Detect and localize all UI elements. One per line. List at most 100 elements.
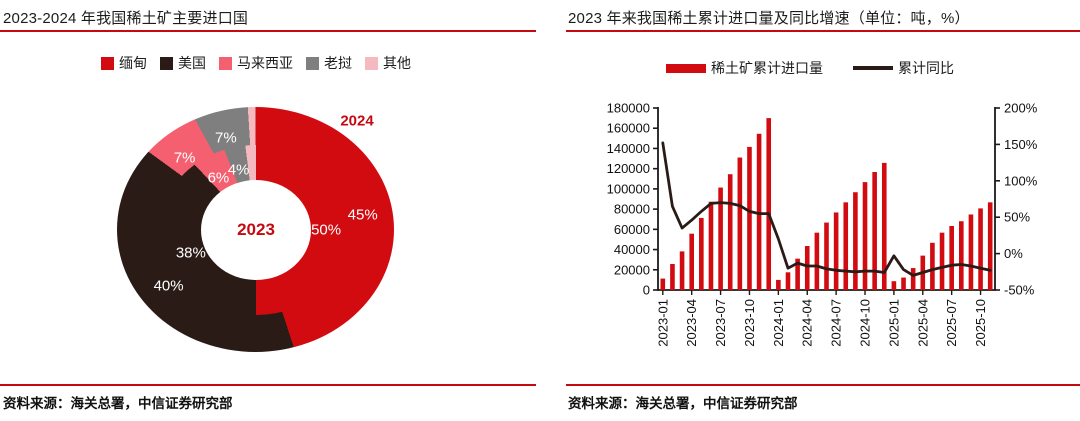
right-axis-tick-label: 0% [1004,246,1023,261]
import-bar [727,174,733,290]
import-bar [814,232,820,290]
import-bar [959,221,964,290]
left-axis-tick-label: 160000 [607,121,650,136]
legend-label: 马来西亚 [237,55,293,71]
slice-value-label: 40% [153,277,184,295]
outer-ring-year-label: 2024 [340,112,374,130]
x-axis-tick-label: 2024-04 [800,299,815,347]
import-bar [853,192,858,290]
right-chart-panel: 2023 年来我国稀土累计进口量及同比增速（单位：吨，%） 稀土矿累计进口量 累计… [540,0,1080,421]
import-bar [978,208,983,290]
import-bar [901,277,906,290]
slice-value-label: 7% [215,129,237,147]
import-bar [804,246,810,290]
import-bar [747,146,752,290]
import-bar [785,272,791,290]
legend-line-swatch [853,66,893,70]
import-bar [689,233,694,290]
x-axis-tick-label: 2025-07 [944,299,959,347]
legend-square-swatch [160,56,173,70]
import-bar [881,162,887,290]
import-bar [891,281,897,290]
legend-item: 美国 [160,53,206,73]
right-axis-tick-label: 150% [1004,137,1038,152]
left-axis-tick-label: 120000 [607,161,650,176]
legend-square-swatch [365,56,378,70]
slice-value-label: 45% [347,206,378,224]
legend-item: 缅甸 [101,53,147,73]
import-bar [968,214,974,290]
title-rule [0,30,536,32]
x-axis-tick-label: 2025-01 [886,299,901,347]
donut-hole: 2023 [201,180,311,280]
legend-item: 累计同比 [853,58,954,78]
x-axis-tick-label: 2023-10 [742,299,757,347]
import-bar [699,217,704,290]
x-axis-tick-label: 2024-10 [858,299,873,347]
title-rule [566,30,1080,32]
import-bar [843,202,849,290]
x-axis-tick-label: 2024-01 [771,299,786,347]
left-axis-tick-label: 40000 [614,242,650,257]
legend-square-swatch [219,56,232,70]
import-bar [776,279,781,290]
x-axis-tick-label: 2023-04 [684,299,699,347]
import-bar [910,268,916,290]
right-axis-tick-label: 50% [1004,210,1030,225]
legend-label: 其他 [383,55,411,71]
legend-label: 老挝 [324,55,352,71]
left-chart-title: 2023-2024 年我国稀土矿主要进口国 [3,10,249,27]
import-bar [708,201,714,290]
left-axis-tick-label: 20000 [614,262,650,277]
legend-label: 美国 [178,55,206,71]
right-chart-title: 2023 年来我国稀土累计进口量及同比增速（单位：吨，%） [568,10,970,27]
inner-ring-year-label: 2023 [237,220,275,239]
yoy-growth-line [661,141,992,277]
legend-item: 其他 [365,53,411,73]
x-axis-tick-label: 2025-10 [973,299,988,347]
left-axis-tick-label: 180000 [607,101,650,116]
legend-square-swatch [101,56,114,70]
x-axis-tick-label: 2023-07 [713,299,728,347]
slice-value-label: 6% [207,169,230,187]
import-bar [679,251,685,290]
source-rule [0,384,536,386]
left-axis-tick-label: 0 [643,283,650,298]
legend-label: 累计同比 [898,60,954,76]
donut-chart: 2023 2024 50% 38% 6% 4% 45% 40% 7% 7% [117,107,394,352]
legend-item: 老挝 [306,53,352,73]
legend-square-swatch [306,56,319,70]
slice-value-label: 38% [175,244,206,262]
x-axis-tick-label: 2024-07 [829,299,844,347]
right-axis-tick-label: 200% [1004,101,1038,116]
left-chart-panel: 2023-2024 年我国稀土矿主要进口国 缅甸 美国 马来西亚 老挝 其他 2023 … [0,10,536,411]
donut-legend: 缅甸 美国 马来西亚 老挝 其他 [0,53,512,73]
x-axis-tick-label: 2025-04 [915,299,930,347]
import-bar [660,278,666,290]
source-note: 资料来源：海关总署，中信证券研究部 [3,396,233,411]
left-axis-tick-label: 80000 [614,202,650,217]
import-bar [872,172,877,290]
import-bar [824,222,829,290]
source-note: 资料来源：海关总署，中信证券研究部 [568,396,798,411]
combo-legend: 稀土矿累计进口量 累计同比 [540,58,1080,78]
left-axis-tick-label: 140000 [607,141,650,156]
right-axis-tick-label: 100% [1004,173,1038,188]
import-bar [718,187,723,290]
slice-value-label: 50% [311,221,342,239]
x-axis-tick-label: 2023-01 [655,299,670,347]
import-bar [766,118,772,290]
legend-label: 缅甸 [119,55,147,71]
slice-value-label: 4% [227,161,250,179]
source-rule [566,384,1080,386]
left-axis-tick-label: 60000 [614,222,650,237]
combo-chart: 0 20000 40000 60000 80000 100000 120000 140000 1… [607,101,1038,347]
import-bar [862,182,868,290]
import-bar [939,232,945,290]
import-bar [756,133,762,290]
left-axis-tick-label: 100000 [607,181,650,196]
import-bar [737,157,743,290]
slice-value-label: 7% [173,149,196,167]
import-bar [949,226,954,290]
